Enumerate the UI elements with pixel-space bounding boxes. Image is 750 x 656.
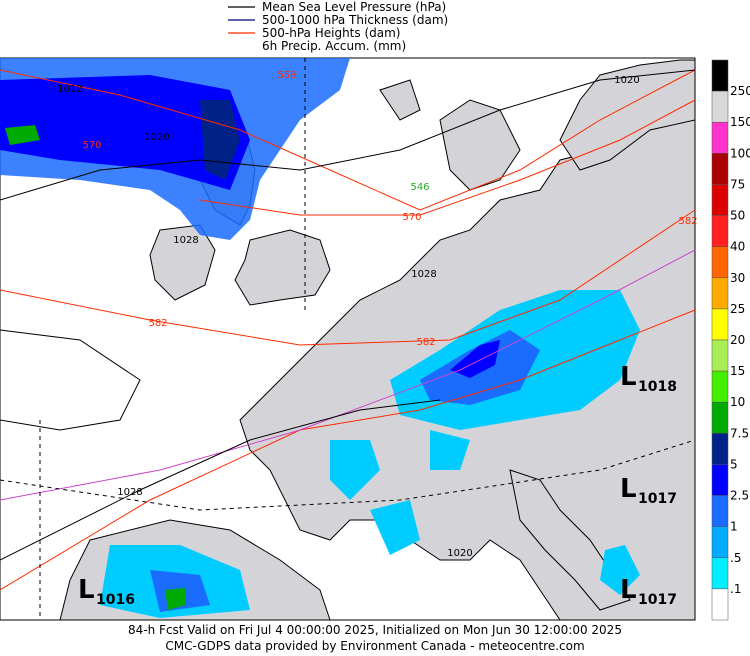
colorbar-swatch — [711, 557, 729, 590]
thickness-contour — [0, 249, 696, 501]
contour-label: 546 — [410, 182, 429, 193]
colorbar-label: 40 — [730, 240, 745, 254]
colorbar-swatch — [711, 215, 729, 247]
colorbar-label: 25 — [730, 302, 745, 316]
height-contour — [199, 99, 696, 216]
pressure-contour — [0, 399, 441, 561]
colorbar-swatch — [711, 277, 729, 310]
precip-area — [5, 125, 40, 145]
colorbar-label: 100 — [730, 146, 750, 160]
contour-label: 1028 — [117, 487, 142, 498]
colorbar-swatch — [711, 59, 729, 92]
colorbar-swatch — [711, 184, 729, 216]
contours — [0, 58, 696, 620]
colorbar: 250 150 100 75 50 40 30 25 20 15 10 7.5 5 2.5 1 .5 .1 — [711, 59, 750, 621]
contour-label: 1012 — [57, 84, 82, 95]
precip-area — [600, 545, 640, 595]
colorbar-swatch — [711, 308, 729, 341]
precip-area — [200, 100, 240, 180]
contour-label: 582 — [148, 318, 167, 329]
colorbar-label: 150 — [730, 115, 750, 129]
colorbar-label: 250 — [730, 84, 750, 98]
height-contour — [0, 209, 696, 346]
legend: Mean Sea Level Pressure (hPa)500-1000 hP… — [228, 0, 448, 53]
colorbar-swatch — [711, 401, 729, 434]
contour-label: 558 — [277, 70, 296, 81]
colorbar-swatch — [711, 339, 729, 372]
colorbar-label: 75 — [730, 177, 745, 191]
graticule — [0, 58, 696, 620]
footer-line: CMC-GDPS data provided by Environment Ca… — [165, 639, 584, 653]
low-letter: L — [620, 474, 637, 504]
legend-label: Mean Sea Level Pressure (hPa) — [262, 0, 446, 14]
precipitation — [0, 58, 640, 618]
low-letter: L — [620, 362, 637, 392]
pressure-contour — [0, 69, 696, 201]
footer-line: 84-h Fcst Valid on Fri Jul 4 00:00:00 20… — [128, 623, 622, 637]
colorbar-swatch — [711, 153, 729, 185]
legend-label: 6h Precip. Accum. (mm) — [262, 39, 406, 53]
colorbar-swatch — [711, 588, 729, 621]
contour-label: 570 — [402, 212, 421, 223]
colorbar-label: 50 — [730, 209, 745, 223]
low-letter: L — [78, 575, 95, 605]
colorbar-label: 2.5 — [730, 489, 749, 503]
colorbar-label: 15 — [730, 364, 745, 378]
north-sea-coast — [379, 79, 521, 191]
contour-label: 1020 — [144, 132, 169, 143]
colorbar-swatch — [711, 526, 729, 559]
contour-label: 570 — [82, 140, 101, 151]
colorbar-label: 5 — [730, 457, 738, 471]
precip-area — [165, 588, 186, 610]
colorbar-swatch — [711, 246, 729, 279]
contour-label: 1020 — [447, 548, 472, 559]
contour-label: 1020 — [614, 75, 639, 86]
colorbar-label: 10 — [730, 395, 745, 409]
colorbar-swatch — [711, 121, 729, 154]
colorbar-label: .1 — [730, 582, 741, 596]
contour-label: 582 — [416, 337, 435, 348]
map-labels: 1012 1020 570 558 546 570 1028 1028 582 582 582 102… — [57, 70, 697, 608]
colorbar-swatch — [711, 433, 729, 465]
contour-label: 1028 — [173, 235, 198, 246]
colorbar-label: 20 — [730, 333, 745, 347]
colorbar-label: 30 — [730, 271, 745, 285]
precip-area — [330, 430, 470, 555]
low-pressure: 1017 — [638, 491, 677, 507]
legend-label: 500-hPa Heights (dam) — [262, 26, 400, 40]
contour-label: 1028 — [411, 269, 436, 280]
contour-label: 582 — [678, 216, 697, 227]
legend-label: 500-1000 hPa Thickness (dam) — [262, 13, 448, 27]
height-contour — [0, 69, 696, 211]
colorbar-swatch — [711, 495, 729, 527]
low-pressure: 1017 — [638, 592, 677, 608]
low-letter: L — [620, 575, 637, 605]
low-pressure: 1016 — [96, 592, 135, 608]
height-contour — [0, 309, 696, 591]
pressure-contour — [0, 329, 141, 431]
colorbar-swatch — [711, 464, 729, 496]
italy — [509, 469, 631, 611]
colorbar-label: 1 — [730, 520, 738, 534]
low-pressure: 1018 — [638, 379, 677, 395]
colorbar-label: 7.5 — [730, 426, 749, 440]
colorbar-label: .5 — [730, 551, 741, 565]
colorbar-swatch — [711, 90, 729, 123]
colorbar-swatch — [711, 370, 729, 403]
